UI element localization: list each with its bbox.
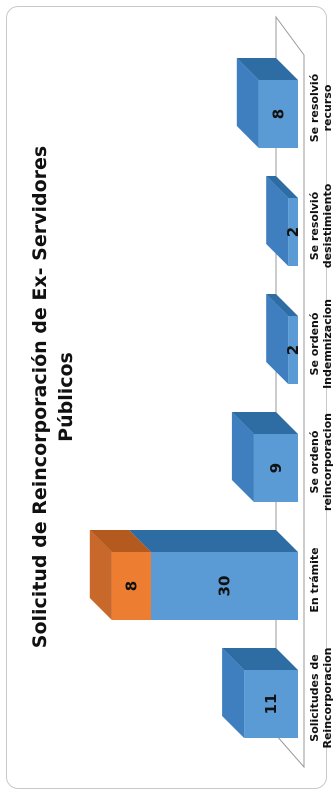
data-label: 8 [269,109,287,119]
data-label: 2 [284,345,302,355]
bar-segment: 30 [129,530,298,620]
category-label: Se resolvió [308,73,321,142]
bar-side [266,294,298,316]
category-label: Solicitudes de [308,654,321,741]
bar-segment: 8 [236,58,298,148]
category-label: Se resolvió [308,191,321,260]
category-labels: Solicitudes de Reincorporacion En trámite S… [308,73,334,748]
data-label: 8 [122,581,140,591]
bar-front [258,80,298,148]
data-label: 11 [262,694,280,715]
category-label: Reincorporacion [321,648,334,749]
bar-segment: 2 [266,176,302,266]
data-label: 2 [284,227,302,237]
category-label: desistimiento [321,183,334,268]
chart-subtitle: Públicos [55,352,77,442]
bar-top [266,176,289,266]
chart-floor [275,15,305,769]
bar-side [89,530,151,552]
floor-plane [275,15,305,769]
bar-front [288,316,299,384]
data-label: 30 [216,576,234,597]
bar-segment: 8 [89,530,152,620]
bar-front [151,552,298,620]
bar-side [266,176,298,198]
bar-segment: 11 [222,648,299,738]
bar-top [266,294,289,384]
bar-front [111,552,152,620]
bar-top [236,58,259,148]
chart-title: Solicitud de Reincorporación de Ex- Serv… [29,146,51,648]
category-label: Indemnizacion [321,299,334,389]
bar-front [253,434,298,502]
category-label: En trámite [308,547,321,612]
bar-side [231,412,298,434]
bar-side [222,648,298,670]
bar-top [89,530,112,620]
bar-front [244,670,299,738]
category-label: Se ordenó [308,430,321,493]
bar-top [222,648,245,738]
category-label: Se ordenó [308,312,321,375]
category-label: reincorporacion [321,413,334,511]
bar-side [236,58,298,80]
bar-segment: 2 [266,294,302,384]
data-label: 9 [267,463,285,473]
category-label: recurso [321,84,334,131]
bar-top [231,412,254,502]
bars-group: 11 30 8 9 2 2 8 [89,58,302,738]
bar-side [129,530,298,552]
bar-segment: 9 [231,412,298,502]
bar-front [288,198,299,266]
